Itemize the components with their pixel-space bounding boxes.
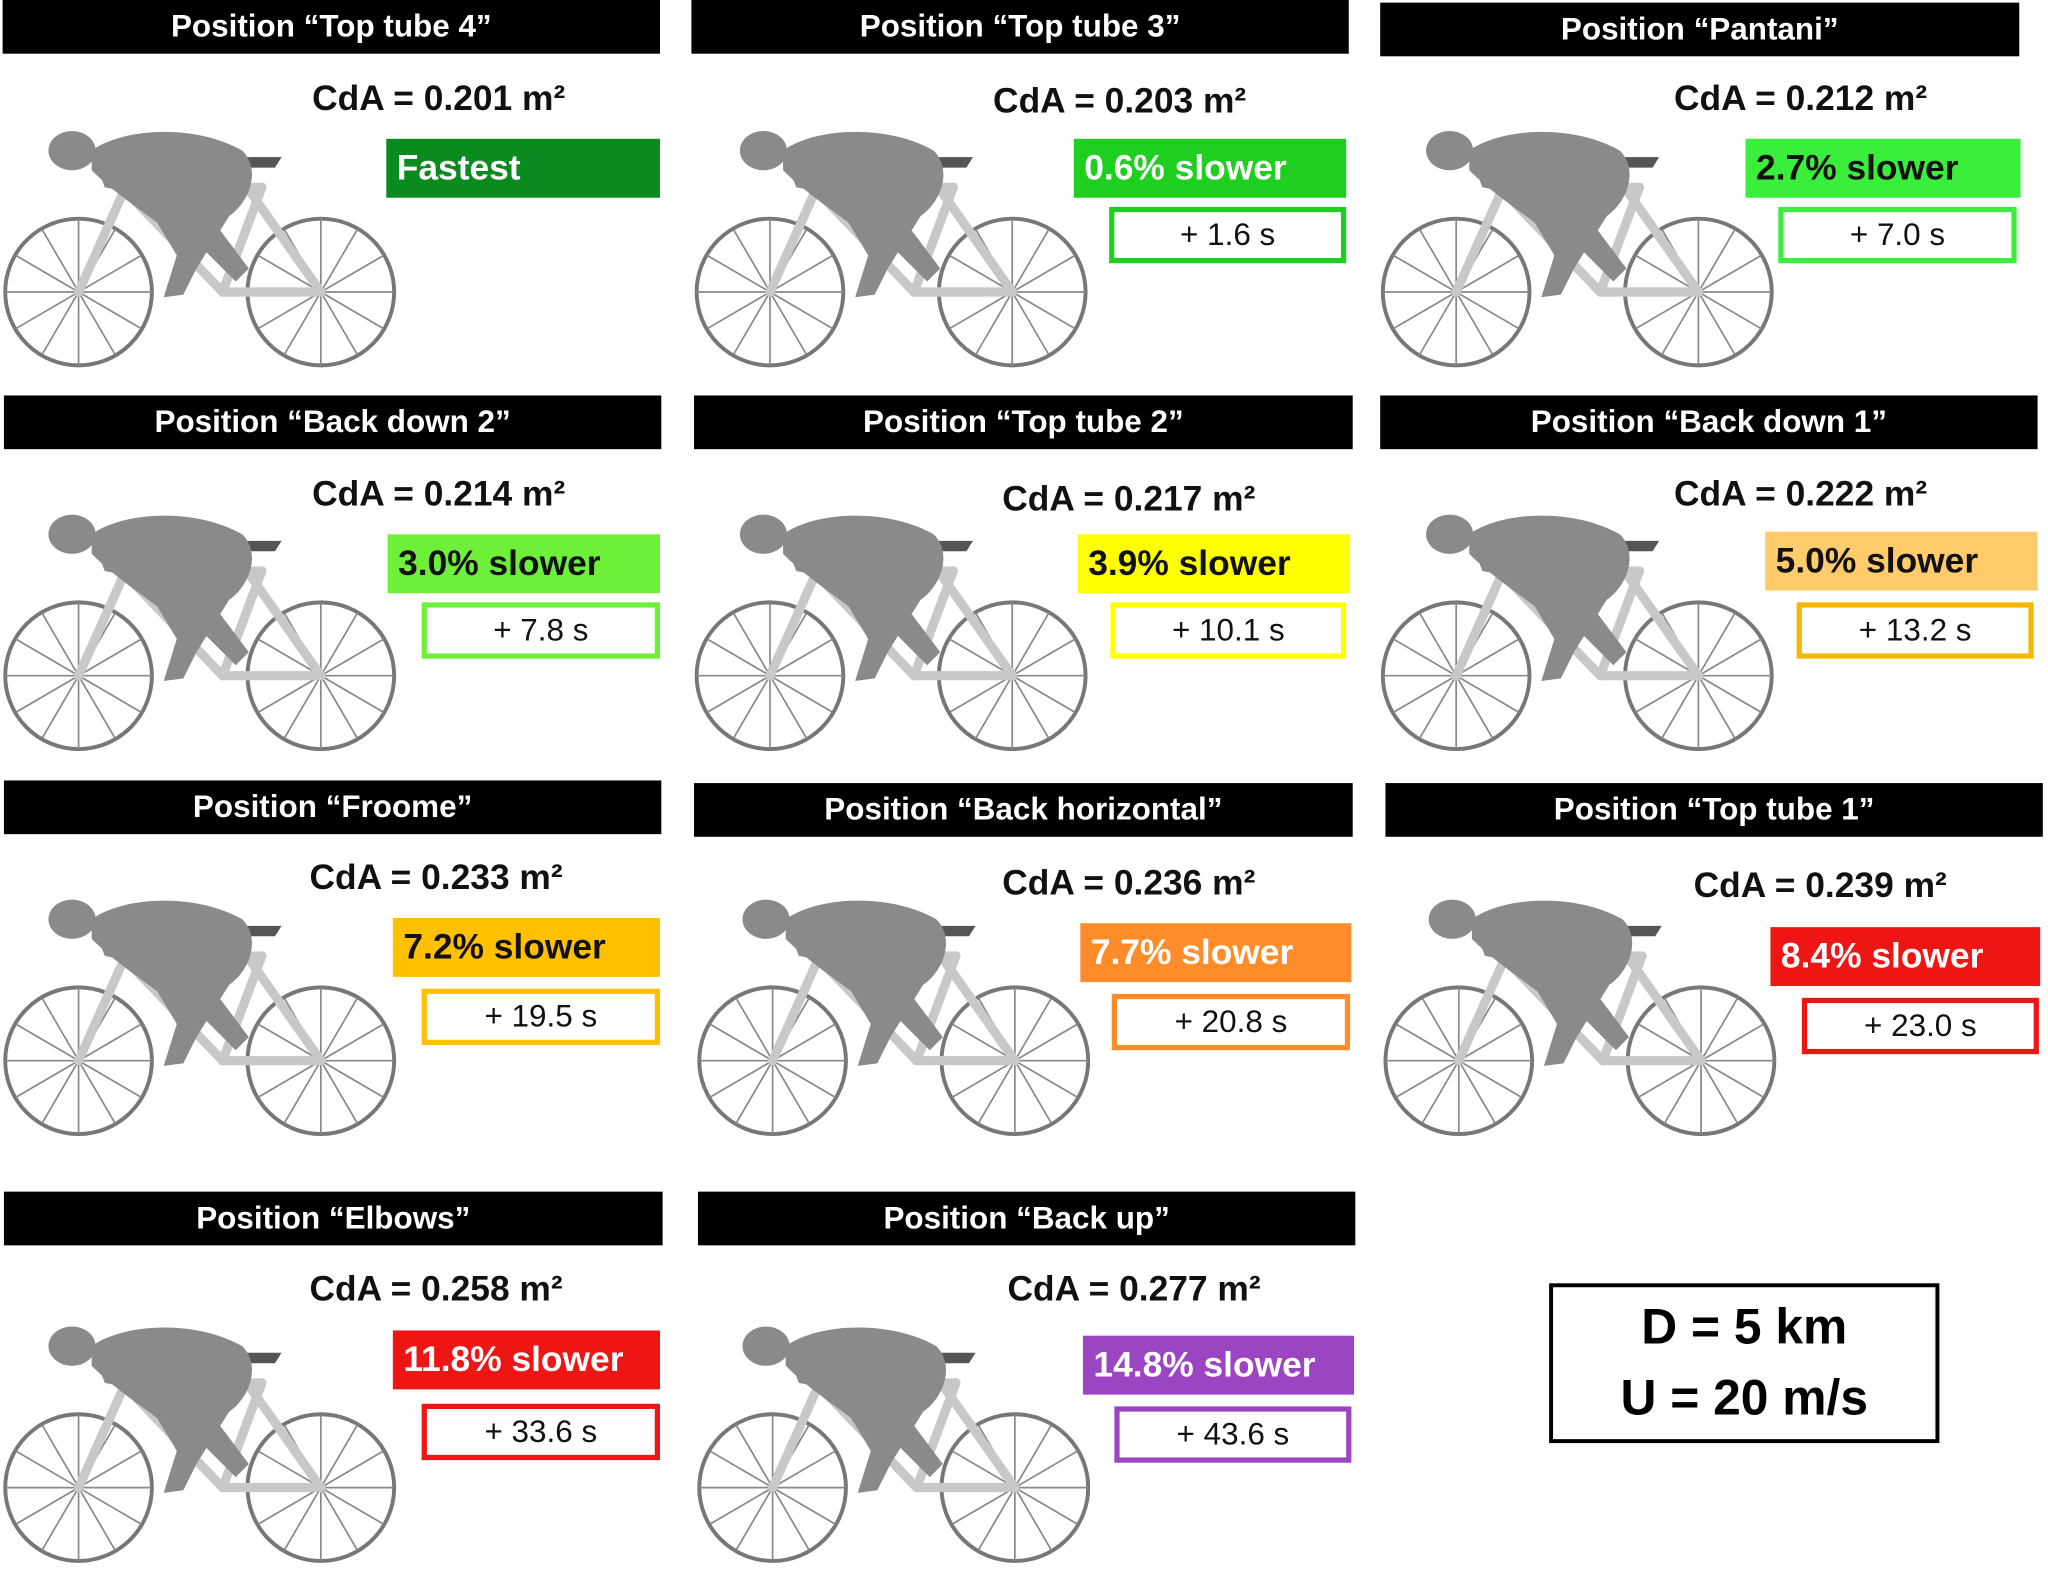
time-loss-box: + 1.6 s: [1109, 206, 1347, 264]
time-loss-box: + 7.8 s: [421, 602, 660, 659]
cyclist-model-image: [1378, 495, 1777, 757]
position-title: Position “Elbows”: [3, 1191, 663, 1246]
cda-value: CdA = 0.203 m²: [993, 81, 1247, 121]
time-loss-box: + 33.6 s: [421, 1403, 660, 1461]
cda-value: CdA = 0.239 m²: [1693, 865, 1947, 905]
time-loss-box: + 19.5 s: [421, 988, 660, 1045]
time-loss-box: + 13.2 s: [1796, 602, 2034, 659]
speed-difference-badge: 0.6% slower: [1073, 138, 1347, 198]
cyclist-model-image: [694, 1307, 1093, 1569]
cyclist-model-image: [1378, 111, 1777, 373]
time-loss-box: + 43.6 s: [1114, 1406, 1352, 1463]
cyclist-model-image: [0, 880, 399, 1142]
cda-value: CdA = 0.212 m²: [1673, 78, 1928, 118]
position-title: Position “Froome”: [3, 780, 662, 835]
speed-difference-badge: 3.9% slower: [1077, 534, 1351, 594]
time-loss-box: + 7.0 s: [1778, 206, 2017, 264]
cda-value: CdA = 0.233 m²: [309, 857, 563, 898]
cda-value: CdA = 0.201 m²: [312, 78, 566, 118]
position-title: Position “Top tube 1”: [1385, 783, 2043, 837]
position-title: Position “Top tube 3”: [691, 0, 1349, 54]
speed-difference-badge: 3.0% slower: [387, 534, 660, 594]
time-loss-box: + 10.1 s: [1110, 602, 1347, 659]
cda-value: CdA = 0.222 m²: [1673, 474, 1928, 514]
cyclist-model-image: [0, 495, 399, 757]
position-title: Position “Back down 2”: [3, 395, 662, 450]
position-title: Position “Back up”: [697, 1191, 1356, 1246]
position-title: Position “Back down 1”: [1380, 395, 2038, 450]
speed-label: U = 20 m/s: [1620, 1371, 1869, 1427]
position-title: Position “Pantani”: [1380, 2, 2020, 57]
speed-difference-badge: 2.7% slower: [1745, 138, 2021, 198]
cda-value: CdA = 0.214 m²: [312, 474, 566, 514]
cyclist-model-image: [691, 495, 1090, 757]
cda-value: CdA = 0.217 m²: [1002, 479, 1256, 519]
cyclist-model-image: [694, 880, 1093, 1142]
position-title: Position “Top tube 2”: [694, 395, 1353, 450]
speed-difference-badge: 7.2% slower: [392, 917, 660, 977]
speed-difference-badge: 8.4% slower: [1770, 927, 2041, 987]
speed-difference-badge: Fastest: [386, 138, 660, 198]
speed-difference-badge: 5.0% slower: [1765, 531, 2038, 591]
cyclist-model-image: [0, 1307, 399, 1569]
speed-difference-badge: 7.7% slower: [1080, 923, 1352, 983]
cyclist-model-image: [0, 111, 399, 373]
speed-difference-badge: 11.8% slower: [392, 1330, 660, 1390]
position-title: Position “Top tube 4”: [2, 0, 660, 54]
cyclist-model-image: [1380, 880, 1779, 1142]
cda-value: CdA = 0.277 m²: [1007, 1268, 1261, 1309]
position-title: Position “Back horizontal”: [694, 783, 1353, 837]
cda-value: CdA = 0.258 m²: [309, 1268, 563, 1309]
parameters-box: D = 5 km U = 20 m/s: [1549, 1283, 1940, 1444]
distance-label: D = 5 km: [1641, 1300, 1848, 1356]
time-loss-box: + 23.0 s: [1801, 997, 2039, 1055]
time-loss-box: + 20.8 s: [1111, 993, 1351, 1051]
speed-difference-badge: 14.8% slower: [1082, 1335, 1355, 1395]
cda-value: CdA = 0.236 m²: [1002, 862, 1256, 903]
cyclist-model-image: [691, 111, 1090, 373]
